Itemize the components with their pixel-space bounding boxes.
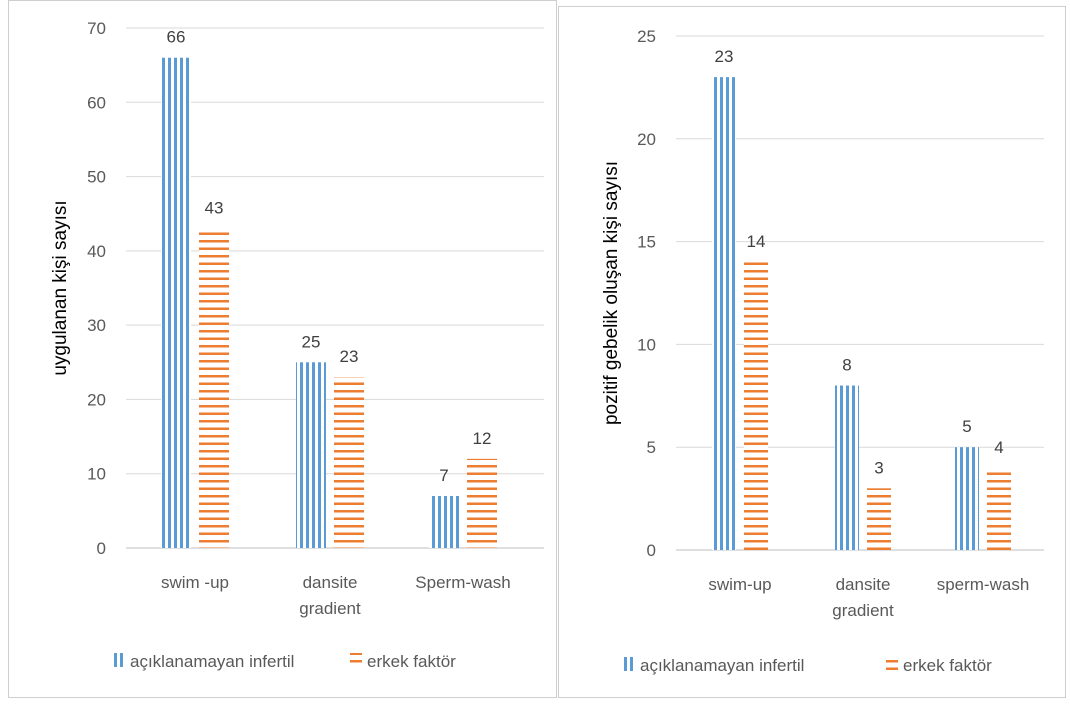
left-chart-panel — [8, 0, 557, 698]
chart2-x-tick-label: swim-up — [708, 575, 771, 594]
chart2-legend-swatch — [623, 657, 635, 671]
chart1-y-tick-label: 10 — [87, 465, 106, 484]
chart1-x-tick-label: swim -up — [161, 573, 229, 592]
chart1-y-tick-label: 0 — [97, 539, 106, 558]
chart1-legend-swatch — [350, 653, 362, 667]
chart1-y-tick-label: 60 — [87, 93, 106, 112]
chart2-bar — [835, 385, 859, 550]
chart2-bar — [987, 467, 1011, 550]
chart2-bar — [744, 262, 768, 550]
chart1-data-label: 43 — [205, 199, 224, 218]
chart1-y-tick-label: 30 — [87, 316, 106, 335]
chart2-y-tick-label: 25 — [637, 27, 656, 46]
chart2-bar — [955, 447, 979, 550]
chart1-legend-label: açıklanamayan infertil — [130, 652, 294, 671]
chart2-y-tick-label: 10 — [637, 335, 656, 354]
chart1-data-label: 7 — [439, 466, 448, 485]
chart2-bar — [712, 77, 736, 551]
chart2-data-label: 5 — [962, 417, 971, 436]
chart2-x-tick-label: gradient — [832, 601, 894, 620]
chart2-legend-swatch — [886, 657, 898, 671]
chart2-x-tick-label: dansite — [836, 575, 891, 594]
chart2-y-tick-label: 20 — [637, 130, 656, 149]
chart2-y-tick-label: 15 — [637, 233, 656, 252]
chart2-x-tick-label: sperm-wash — [937, 575, 1030, 594]
chart1-bar — [334, 377, 364, 548]
chart2-y-tick-label: 5 — [647, 438, 656, 457]
chart1-y-tick-label: 20 — [87, 390, 106, 409]
chart2-data-label: 14 — [747, 232, 766, 251]
chart2-y-axis-label: pozitif gebelik oluşan kişi sayısı — [601, 161, 622, 425]
right-chart-panel — [558, 6, 1066, 698]
chart2-legend-label: erkek faktör — [903, 656, 992, 675]
chart2-bar — [867, 488, 891, 550]
chart1-y-tick-label: 40 — [87, 242, 106, 261]
chart1-data-label: 23 — [340, 347, 359, 366]
chart1-data-label: 12 — [473, 429, 492, 448]
chart2-data-label: 3 — [874, 458, 883, 477]
chart2-legend-label: açıklanamayan infertil — [640, 656, 804, 675]
chart1-y-tick-label: 70 — [87, 19, 106, 38]
chart2-y-tick-label: 0 — [647, 541, 656, 560]
chart1-y-axis-label: uygulanan kişi sayısı — [50, 200, 71, 375]
chart1-bar — [429, 496, 459, 548]
chart1-bar — [296, 362, 326, 548]
chart1-bar — [161, 57, 191, 548]
chart1-bar — [199, 228, 229, 549]
chart2-data-label: 23 — [715, 47, 734, 66]
chart1-x-tick-label: dansite — [303, 573, 358, 592]
chart1-x-tick-label: gradient — [299, 599, 361, 618]
chart1-legend-label: erkek faktör — [367, 652, 456, 671]
chart1-y-tick-label: 50 — [87, 168, 106, 187]
chart1-legend-swatch — [113, 653, 125, 667]
chart2-data-label: 8 — [842, 356, 851, 375]
chart1-data-label: 25 — [302, 332, 321, 351]
chart1-x-tick-label: Sperm-wash — [415, 573, 510, 592]
chart2-data-label: 4 — [994, 438, 1003, 457]
chart1-bar — [467, 458, 497, 548]
chart1-data-label: 66 — [167, 28, 186, 47]
